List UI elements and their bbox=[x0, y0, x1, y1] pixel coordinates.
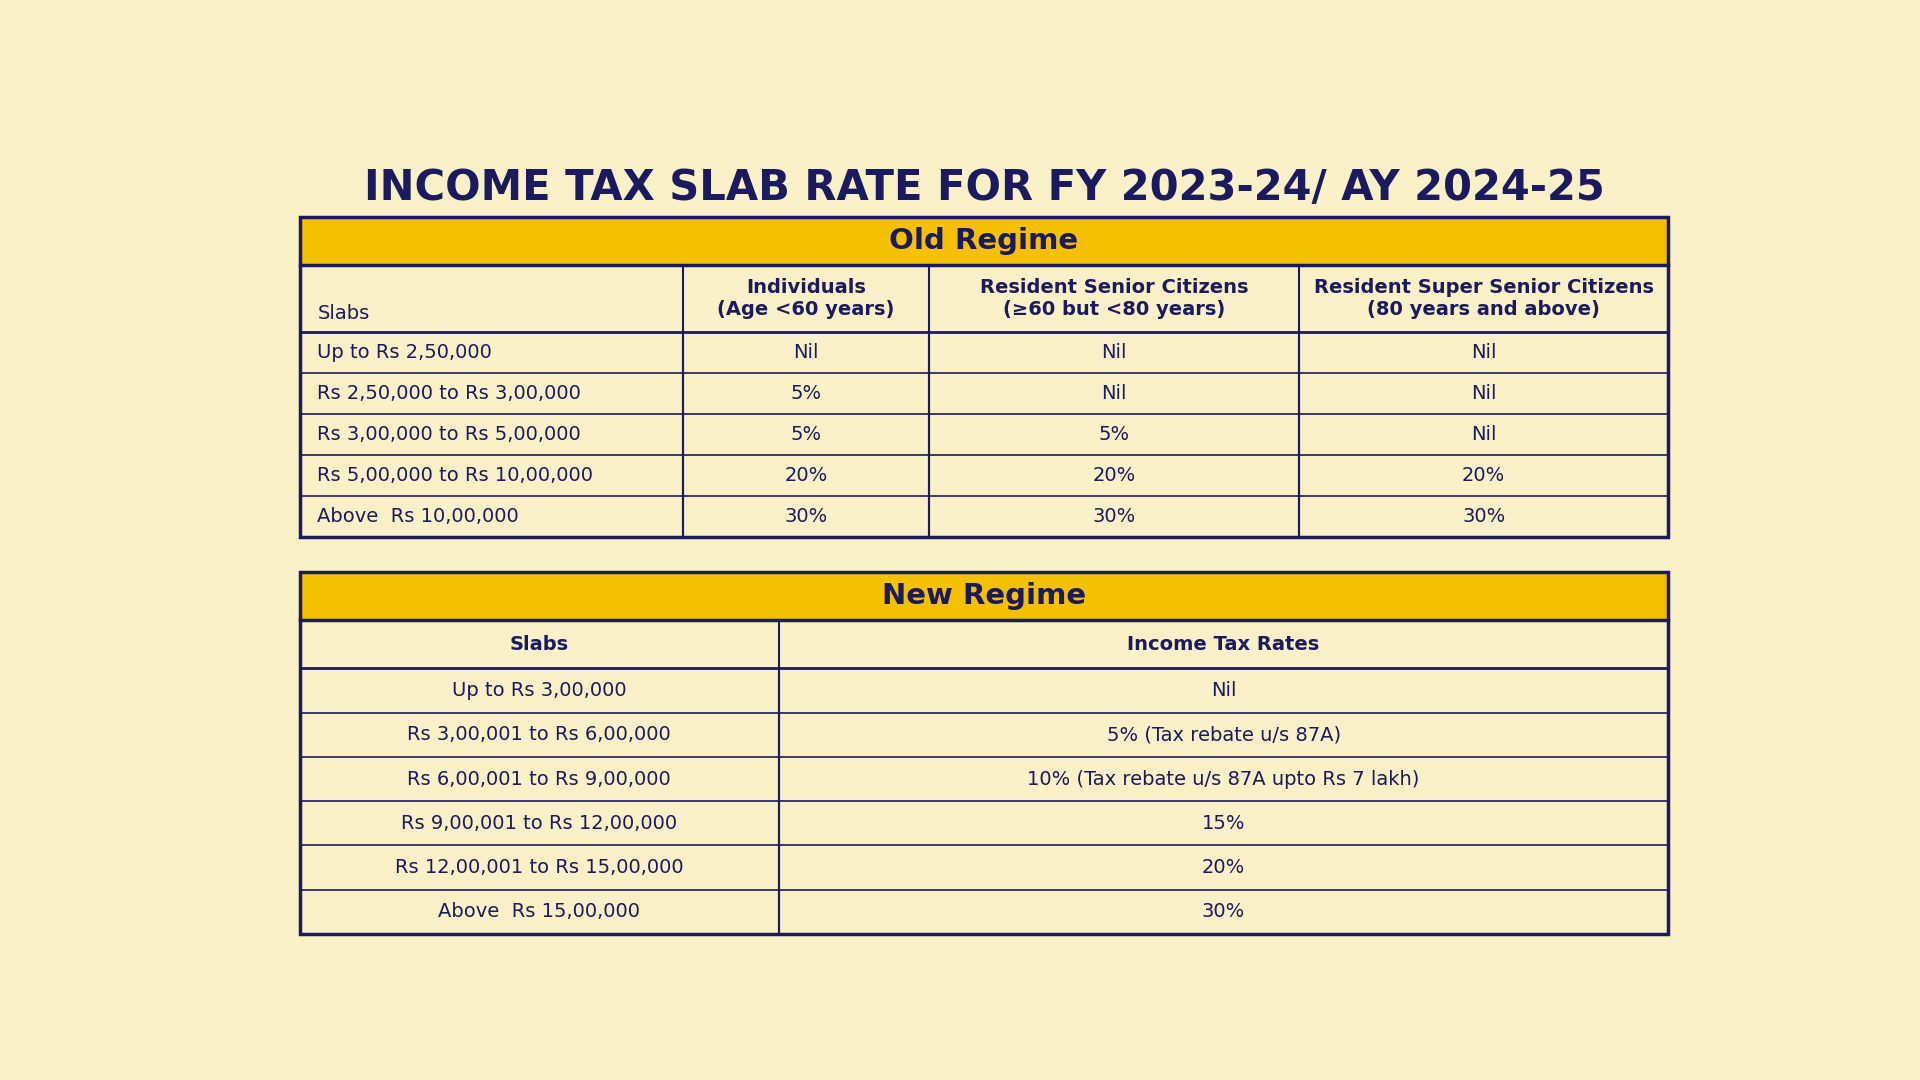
Text: 20%: 20% bbox=[1092, 465, 1135, 485]
Text: 30%: 30% bbox=[1461, 507, 1505, 526]
Text: Nil: Nil bbox=[1471, 383, 1496, 403]
Text: 20%: 20% bbox=[1202, 858, 1246, 877]
Text: Above  Rs 15,00,000: Above Rs 15,00,000 bbox=[438, 902, 639, 921]
Text: 30%: 30% bbox=[1092, 507, 1135, 526]
Text: Nil: Nil bbox=[793, 342, 818, 362]
Text: Slabs: Slabs bbox=[317, 305, 371, 323]
Text: Slabs: Slabs bbox=[509, 635, 568, 653]
Text: 20%: 20% bbox=[1461, 465, 1505, 485]
Text: 5%: 5% bbox=[791, 383, 822, 403]
Text: Rs 5,00,000 to Rs 10,00,000: Rs 5,00,000 to Rs 10,00,000 bbox=[317, 465, 593, 485]
Text: Resident Senior Citizens
(≥60 but <80 years): Resident Senior Citizens (≥60 but <80 ye… bbox=[979, 278, 1248, 319]
Text: Nil: Nil bbox=[1471, 342, 1496, 362]
Text: 30%: 30% bbox=[1202, 902, 1246, 921]
Text: Up to Rs 2,50,000: Up to Rs 2,50,000 bbox=[317, 342, 492, 362]
Text: 5%: 5% bbox=[1098, 424, 1129, 444]
Bar bbox=[300, 217, 1668, 537]
Text: Nil: Nil bbox=[1102, 342, 1127, 362]
Text: INCOME TAX SLAB RATE FOR FY 2023-24/ AY 2024-25: INCOME TAX SLAB RATE FOR FY 2023-24/ AY … bbox=[363, 167, 1605, 210]
Text: Up to Rs 3,00,000: Up to Rs 3,00,000 bbox=[451, 681, 626, 700]
Text: Rs 3,00,001 to Rs 6,00,000: Rs 3,00,001 to Rs 6,00,000 bbox=[407, 726, 670, 744]
Bar bbox=[300, 572, 1668, 620]
Text: Rs 12,00,001 to Rs 15,00,000: Rs 12,00,001 to Rs 15,00,000 bbox=[396, 858, 684, 877]
Text: 15%: 15% bbox=[1202, 813, 1246, 833]
Text: 10% (Tax rebate u/s 87A upto Rs 7 lakh): 10% (Tax rebate u/s 87A upto Rs 7 lakh) bbox=[1027, 770, 1419, 788]
Text: Nil: Nil bbox=[1212, 681, 1236, 700]
Text: Income Tax Rates: Income Tax Rates bbox=[1127, 635, 1319, 653]
Text: New Regime: New Regime bbox=[881, 582, 1087, 610]
Text: Nil: Nil bbox=[1102, 383, 1127, 403]
Text: Resident Super Senior Citizens
(80 years and above): Resident Super Senior Citizens (80 years… bbox=[1313, 278, 1653, 319]
Text: Rs 2,50,000 to Rs 3,00,000: Rs 2,50,000 to Rs 3,00,000 bbox=[317, 383, 582, 403]
Text: 5% (Tax rebate u/s 87A): 5% (Tax rebate u/s 87A) bbox=[1106, 726, 1340, 744]
Text: Old Regime: Old Regime bbox=[889, 227, 1079, 255]
Bar bbox=[300, 572, 1668, 934]
Bar bbox=[300, 572, 1668, 934]
Text: 30%: 30% bbox=[785, 507, 828, 526]
Bar bbox=[300, 217, 1668, 266]
Text: Rs 3,00,000 to Rs 5,00,000: Rs 3,00,000 to Rs 5,00,000 bbox=[317, 424, 582, 444]
Bar bbox=[300, 217, 1668, 537]
Text: 5%: 5% bbox=[791, 424, 822, 444]
Text: 20%: 20% bbox=[785, 465, 828, 485]
Text: Above  Rs 10,00,000: Above Rs 10,00,000 bbox=[317, 507, 518, 526]
Text: Individuals
(Age <60 years): Individuals (Age <60 years) bbox=[718, 278, 895, 319]
Text: Rs 9,00,001 to Rs 12,00,000: Rs 9,00,001 to Rs 12,00,000 bbox=[401, 813, 678, 833]
Text: Nil: Nil bbox=[1471, 424, 1496, 444]
Text: Rs 6,00,001 to Rs 9,00,000: Rs 6,00,001 to Rs 9,00,000 bbox=[407, 770, 670, 788]
